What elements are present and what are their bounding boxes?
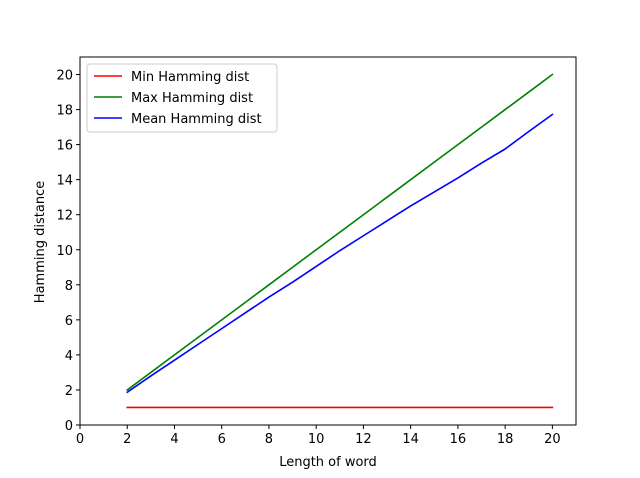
x-tick-label: 16 [450, 432, 467, 447]
y-tick-label: 8 [65, 279, 73, 294]
y-tick-label: 2 [65, 384, 73, 399]
legend-label: Max Hamming dist [131, 91, 253, 106]
series-line-mean-hamming-dist [126, 113, 554, 394]
y-axis-label: Hamming distance [33, 181, 48, 303]
x-tick-label: 6 [218, 432, 226, 447]
legend-label: Mean Hamming dist [131, 112, 262, 127]
y-tick-label: 16 [56, 139, 73, 154]
series-line-max-hamming-dist [126, 73, 554, 392]
x-tick-label: 12 [355, 432, 372, 447]
y-tick-label: 12 [56, 209, 73, 224]
y-tick-label: 20 [56, 69, 73, 84]
series-layer [126, 73, 554, 409]
legend-box [86, 63, 278, 133]
x-tick-label: 2 [123, 432, 131, 447]
x-axis-label: Length of word [279, 455, 377, 470]
x-tick-label: 20 [544, 432, 561, 447]
y-tick-label: 0 [65, 419, 73, 434]
y-axis-ticks: 0 2 4 6 8 10 12 14 16 18 20 [56, 69, 80, 434]
x-tick-label: 10 [308, 432, 325, 447]
x-tick-label: 14 [402, 432, 419, 447]
x-axis-ticks: 0 2 4 6 8 10 12 14 16 18 20 [76, 425, 561, 447]
y-tick-label: 14 [56, 174, 73, 189]
legend-label: Min Hamming dist [131, 70, 249, 85]
y-tick-label: 10 [56, 244, 73, 259]
y-tick-label: 4 [65, 349, 73, 364]
x-tick-label: 8 [265, 432, 273, 447]
x-tick-label: 18 [497, 432, 514, 447]
y-tick-label: 18 [56, 104, 73, 119]
legend: Min Hamming dist Max Hamming dist Mean Ham… [86, 63, 278, 133]
x-tick-label: 0 [76, 432, 84, 447]
y-tick-label: 6 [65, 314, 73, 329]
x-tick-label: 4 [170, 432, 178, 447]
